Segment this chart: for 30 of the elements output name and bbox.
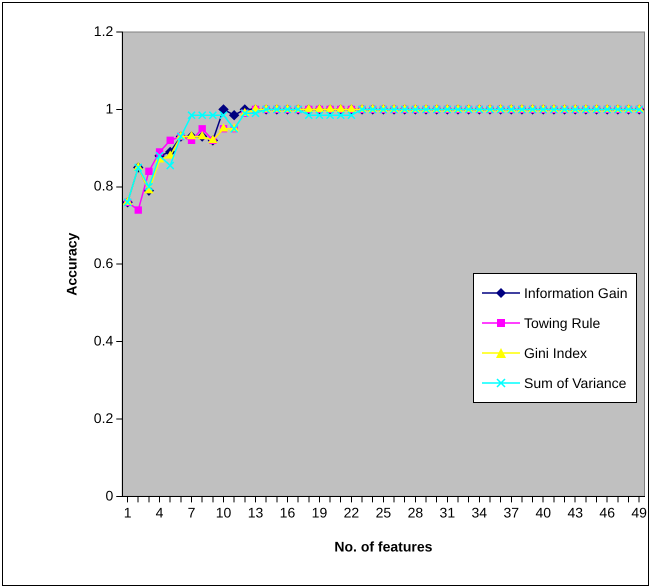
x-tick-label: 4 (156, 504, 164, 521)
x-tick-label: 46 (599, 504, 616, 521)
x-tick-label: 28 (408, 504, 424, 521)
y-tick-label: 0.2 (94, 410, 114, 426)
legend-label: Towing Rule (524, 315, 600, 332)
x-tick-label: 7 (188, 504, 196, 521)
x-tick-label: 25 (376, 504, 392, 521)
y-tick-label: 0 (105, 487, 114, 504)
y-tick-label: 0.4 (94, 332, 114, 348)
x-tick-label: 10 (216, 504, 232, 521)
x-tick-label: 16 (280, 504, 296, 521)
y-tick-label: 0.6 (94, 255, 114, 272)
x-tick-label: 31 (440, 504, 456, 521)
y-tick-label: 1.2 (94, 22, 114, 39)
x-axis-title: No. of features (334, 538, 433, 554)
x-tick-label: 37 (503, 504, 520, 521)
legend-label: Gini Index (524, 345, 588, 362)
y-tick-label: 0.8 (94, 178, 114, 194)
x-tick-label: 43 (567, 504, 584, 521)
x-tick-label: 13 (248, 504, 264, 521)
y-tick-label: 1 (105, 100, 114, 116)
y-axis-title: Accuracy (63, 232, 80, 296)
x-tick-label: 34 (472, 504, 488, 521)
x-tick-label: 22 (344, 504, 360, 521)
legend-label: Information Gain (524, 285, 628, 302)
x-tick-label: 49 (631, 504, 648, 521)
x-tick-label: 1 (124, 504, 132, 521)
legend-label: Sum of Variance (524, 375, 626, 392)
x-tick-label: 19 (312, 504, 328, 521)
x-tick-label: 40 (535, 504, 552, 521)
